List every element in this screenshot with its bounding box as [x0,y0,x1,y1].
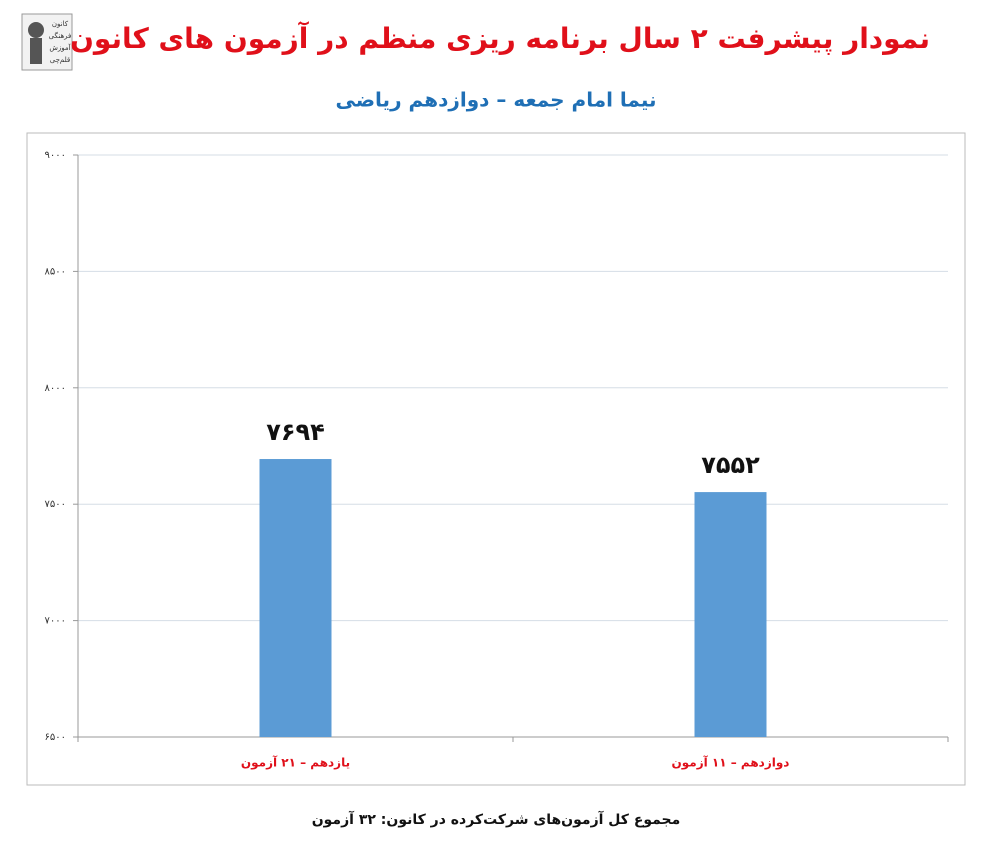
y-tick-label: ۸۰۰۰ [45,383,66,394]
chart-frame [26,132,966,786]
logo-icon [30,38,42,64]
logo-text: کانون [52,20,69,28]
chart-title: نمودار پیشرفت ۲ سال برنامه ریزی منظم در … [70,21,930,55]
logo-text: قلم‌چی [50,56,70,64]
logo: کانون فرهنگی آموزش قلم‌چی [21,13,73,71]
y-tick-label: ۶۵۰۰ [45,732,66,743]
y-tick-label: ۹۰۰۰ [45,150,66,161]
value-label: ۷۵۵۲ [701,451,760,479]
bar [259,459,332,737]
logo-text: فرهنگی [49,31,72,40]
annotation: مجموع کل آزمون‌های شرکت‌کرده در کانون: ۳… [312,810,681,828]
x-tick-label: دوازدهم – ۱۱ آزمون [672,755,790,771]
value-label: ۷۶۹۴ [266,418,325,446]
y-tick-label: ۷۰۰۰ [45,616,66,627]
chart-subtitle: نیما امام جمعه – دوازدهم ریاضی [335,88,656,112]
x-tick-label: یازدهم – ۲۱ آزمون [241,755,350,771]
logo-text: آموزش [49,43,71,52]
logo-icon [28,22,44,38]
y-tick-label: ۷۵۰۰ [45,499,66,510]
bar [694,492,767,737]
y-tick-label: ۸۵۰۰ [45,266,66,277]
